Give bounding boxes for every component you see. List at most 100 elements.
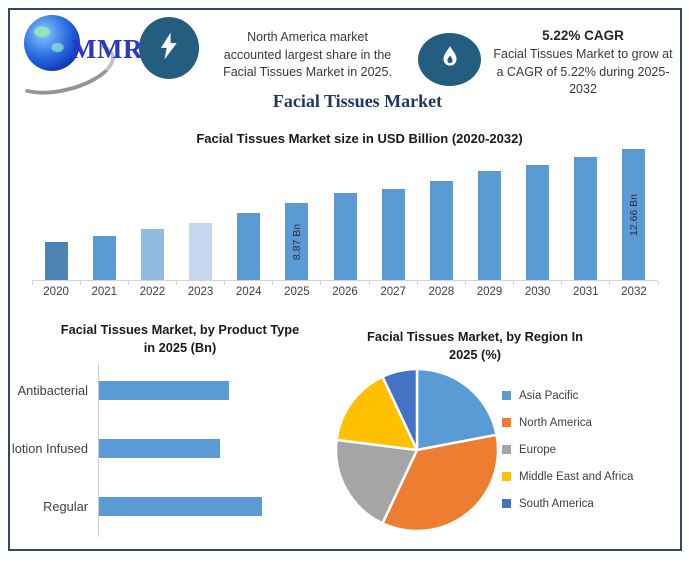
- year-label-2030: 2030: [524, 286, 551, 298]
- market-size-chart-title: Facial Tissues Market size in USD Billio…: [196, 131, 523, 146]
- flame-badge: [418, 33, 481, 86]
- mmr-logo-text: MMR: [71, 34, 143, 64]
- product-label-antibacterial: Antibacterial: [17, 382, 88, 398]
- product-type-bar-chart: Antibacterial lotion Infused Regular: [10, 361, 315, 535]
- bar-slot-2024: [225, 140, 273, 280]
- bar-slot-2028: [417, 140, 465, 280]
- legend-label-europe: Europe: [519, 443, 557, 456]
- pie-slice-europe: [334, 438, 419, 525]
- bar-2025: 8.87 Bn: [285, 203, 309, 280]
- bar-slot-2027: [369, 140, 417, 280]
- product-label-lotion-infused: lotion Infused: [11, 440, 88, 456]
- bar-value-label-2032: 12.66 Bn: [627, 193, 640, 236]
- cagr-description-text: Facial Tissues Market to grow at a CAGR …: [493, 47, 673, 96]
- product-bar-lotion-infused: [99, 438, 221, 458]
- pie-slice-middle-east-and-africa: [335, 375, 419, 452]
- product-row-antibacterial: Antibacterial: [10, 361, 315, 419]
- page-title: Facial Tissues Market: [272, 91, 443, 111]
- bar-2031: [574, 157, 598, 280]
- axis-tick: [513, 281, 514, 285]
- bar-2020: [44, 242, 68, 280]
- axis-tick: [127, 281, 129, 285]
- bar-value-label-2025: 8.87 Bn: [290, 223, 303, 260]
- year-label-2027: 2027: [380, 286, 406, 298]
- bar-slot-2031: [562, 140, 610, 280]
- legend-label-middle-east-and-africa: Middle East and Africa: [519, 470, 634, 483]
- x-axis-line: [31, 280, 659, 285]
- axis-tick: [368, 281, 370, 285]
- legend-item-north-america: North America: [502, 409, 633, 436]
- axis-tick: [561, 281, 563, 285]
- axis-tick: [31, 281, 33, 285]
- region-pie-chart-title: Facial Tissues Market, by Region In 2025…: [367, 329, 583, 362]
- legend-item-south-america: South America: [502, 490, 633, 517]
- cagr-heading: 5.22% CAGR: [542, 28, 624, 43]
- bar-slot-2022: [128, 140, 176, 280]
- axis-tick: [609, 281, 611, 285]
- legend-swatch-north-america: [502, 418, 511, 427]
- legend-swatch-south-america: [502, 499, 511, 508]
- infographic-frame: [8, 8, 682, 551]
- pie-slice-asia-pacific: [415, 367, 498, 452]
- bar-slot-2032: 12.66 Bn: [610, 140, 658, 280]
- bar-2032: 12.66 Bn: [622, 149, 646, 280]
- legend-swatch-asia-pacific: [502, 391, 511, 400]
- legend-label-north-america: North America: [519, 416, 592, 429]
- north-america-highlight-text: North America market accounted largest s…: [223, 30, 392, 79]
- legend-item-middle-east-and-africa: Middle East and Africa: [502, 463, 633, 490]
- product-type-chart-title: Facial Tissues Market, by Product Type i…: [60, 322, 300, 355]
- year-label-2022: 2022: [139, 286, 166, 298]
- product-bar-antibacterial: [99, 380, 230, 400]
- bar-2028: [429, 180, 453, 280]
- globe-logo-icon: [24, 15, 80, 71]
- pie-slice-north-america: [381, 433, 500, 533]
- legend-item-asia-pacific: Asia Pacific: [502, 382, 633, 409]
- year-label-2031: 2031: [573, 286, 599, 298]
- year-label-2032: 2032: [621, 286, 647, 298]
- bar-2026: [333, 192, 357, 280]
- year-label-2023: 2023: [187, 286, 214, 298]
- bar-slot-2026: [321, 140, 369, 280]
- bar-slot-2029: [465, 140, 513, 280]
- year-label-2024: 2024: [235, 286, 262, 298]
- x-axis-year-labels: 2020 2021 2022 2023 2024 2025 2026 2027 2028 2029…: [32, 286, 658, 298]
- product-bar-regular: [99, 496, 262, 516]
- bar-2027: [381, 188, 405, 280]
- year-label-2029: 2029: [476, 286, 503, 298]
- market-size-bar-chart: 8.87 Bn 12.66 Bn: [32, 140, 658, 280]
- axis-tick: [224, 281, 226, 285]
- axis-tick: [464, 281, 466, 285]
- legend-label-asia-pacific: Asia Pacific: [519, 389, 579, 402]
- bar-slot-2020: [32, 140, 80, 280]
- axis-tick: [176, 281, 177, 285]
- bar-2029: [477, 171, 501, 280]
- pie-legend: Asia Pacific North America Europe Middle Ea…: [502, 382, 633, 517]
- product-label-regular: Regular: [43, 498, 88, 514]
- legend-item-europe: Europe: [502, 436, 633, 463]
- pie-slice-south-america: [381, 367, 419, 452]
- product-row-lotion-infused: lotion Infused: [10, 419, 315, 477]
- bar-2021: [92, 235, 116, 280]
- axis-tick: [416, 281, 418, 285]
- bar-slot-2023: [176, 140, 224, 280]
- product-type-axis-line: [98, 363, 99, 537]
- axis-tick: [320, 281, 322, 285]
- legend-label-south-america: South America: [519, 497, 594, 510]
- axis-tick: [657, 281, 659, 285]
- flame-icon: [437, 43, 463, 76]
- bar-2022: [140, 228, 164, 280]
- product-row-regular: Regular: [10, 477, 315, 535]
- bar-2024: [237, 212, 261, 280]
- region-pie-chart: [334, 367, 500, 533]
- axis-tick: [272, 281, 274, 285]
- legend-swatch-middle-east-and-africa: [502, 472, 511, 481]
- lightning-bolt-icon: [153, 28, 185, 69]
- axis-tick: [79, 281, 81, 285]
- year-label-2028: 2028: [428, 286, 455, 298]
- lightning-badge: [139, 17, 199, 79]
- year-label-2025: 2025: [284, 286, 310, 298]
- bar-2023: [189, 222, 213, 280]
- year-label-2020: 2020: [43, 286, 69, 298]
- bar-slot-2025: 8.87 Bn: [273, 140, 321, 280]
